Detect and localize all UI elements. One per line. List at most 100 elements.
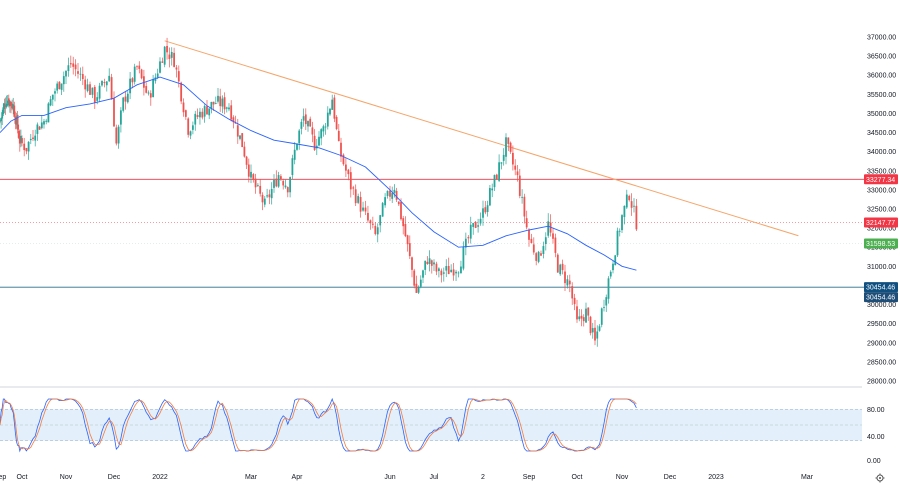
candle-body: [230, 105, 233, 120]
candle-body: [296, 143, 298, 150]
candle-body: [293, 149, 296, 160]
candle-body: [486, 205, 489, 213]
candle-body: [426, 261, 429, 264]
candle-body: [38, 126, 41, 130]
candle-body: [540, 253, 542, 256]
price-tick-label: 29500.00: [867, 321, 896, 328]
time-tick-label: 2023: [708, 474, 724, 481]
candle-body: [386, 190, 389, 196]
candle-body: [464, 238, 467, 248]
candle-body: [173, 52, 175, 67]
candle-body: [145, 86, 148, 93]
candle-body: [329, 108, 331, 115]
candle-body: [571, 286, 574, 299]
candle-body: [633, 205, 635, 207]
candle-body: [182, 102, 185, 113]
support-tag-label: 30454.46: [866, 285, 895, 292]
candle-body: [566, 279, 569, 286]
candle-body: [9, 101, 11, 107]
candle-body: [413, 270, 416, 286]
candle-body: [206, 106, 208, 115]
candle-body: [152, 79, 154, 98]
candle-body: [212, 101, 215, 105]
candle-body: [67, 65, 70, 71]
candle-body: [525, 218, 528, 228]
candle-body: [286, 187, 289, 193]
candle-body: [347, 169, 350, 175]
candle-body: [523, 196, 526, 217]
price-tick-label: 34500.00: [867, 130, 896, 137]
candle-body: [18, 136, 21, 144]
candle-body: [477, 225, 479, 227]
candle-body: [62, 76, 65, 85]
candle-body: [326, 112, 329, 127]
candle-body: [14, 117, 17, 124]
stochastic-tick-label: 80.00: [867, 407, 885, 414]
price-tick-label: 32500.00: [867, 207, 896, 214]
candle-body: [184, 110, 187, 117]
candle-body: [196, 115, 199, 118]
candle-body: [612, 263, 614, 271]
candle-body: [433, 262, 435, 265]
candle-body: [103, 82, 106, 84]
resistance-tag-label: 33277.34: [866, 177, 895, 184]
candle-body: [105, 81, 108, 86]
candle-body: [236, 125, 239, 137]
candle-body: [133, 66, 136, 82]
candle-body: [518, 175, 521, 196]
candle-body: [81, 74, 84, 80]
candle-body: [495, 174, 498, 180]
candle-body: [34, 135, 37, 141]
candle-body: [7, 98, 10, 106]
candle-body: [257, 185, 259, 186]
candle-body: [12, 104, 15, 109]
trendline: [164, 40, 799, 237]
candle-body: [424, 260, 427, 270]
stochastic-d-line: [0, 398, 637, 452]
price-axis: 37000.00 36500.00 36000.00 35500.00 35000.00…: [867, 35, 896, 386]
settings-gear-icon[interactable]: [875, 473, 885, 483]
candle-body: [345, 164, 347, 171]
candle-body: [84, 79, 87, 90]
candle-body: [559, 264, 562, 275]
candle-body: [498, 162, 500, 181]
candle-body: [115, 127, 118, 144]
candle-body: [16, 114, 19, 130]
candle-body: [417, 287, 420, 293]
candle-body: [98, 85, 101, 99]
price-tick-label: 35500.00: [867, 92, 896, 99]
candle-body: [554, 237, 557, 253]
candle-body: [391, 193, 394, 199]
candle-body: [170, 52, 173, 58]
candle-body: [232, 117, 235, 123]
time-tick-label: Oct: [17, 474, 28, 481]
candle-body: [342, 154, 345, 165]
candle-body: [40, 122, 43, 129]
candle-body: [357, 196, 360, 203]
candle-body: [247, 164, 250, 177]
candle-body: [389, 190, 391, 197]
candle-body: [457, 272, 460, 274]
candle-body: [254, 178, 257, 188]
support-tag-bg: [864, 282, 898, 293]
candle-body: [556, 254, 559, 273]
candle-body: [349, 172, 352, 190]
time-tick-label: Nov: [60, 474, 73, 481]
candle-body: [512, 152, 514, 165]
candle-body: [589, 316, 592, 334]
candle-body: [324, 126, 327, 128]
price-tick-label: 35000.00: [867, 111, 896, 118]
candle-body: [223, 97, 226, 110]
candle-body: [440, 270, 443, 276]
support-tag-2-label: 30454.46: [866, 295, 895, 302]
candle-body: [491, 188, 494, 191]
time-tick-label: Oct: [572, 474, 583, 481]
candle-body: [415, 283, 418, 293]
candle-body: [140, 69, 143, 79]
candle-body: [91, 87, 94, 95]
candle-body: [96, 97, 99, 101]
candle-body: [535, 253, 538, 261]
candle-body: [609, 271, 612, 277]
candle-body: [406, 235, 409, 245]
